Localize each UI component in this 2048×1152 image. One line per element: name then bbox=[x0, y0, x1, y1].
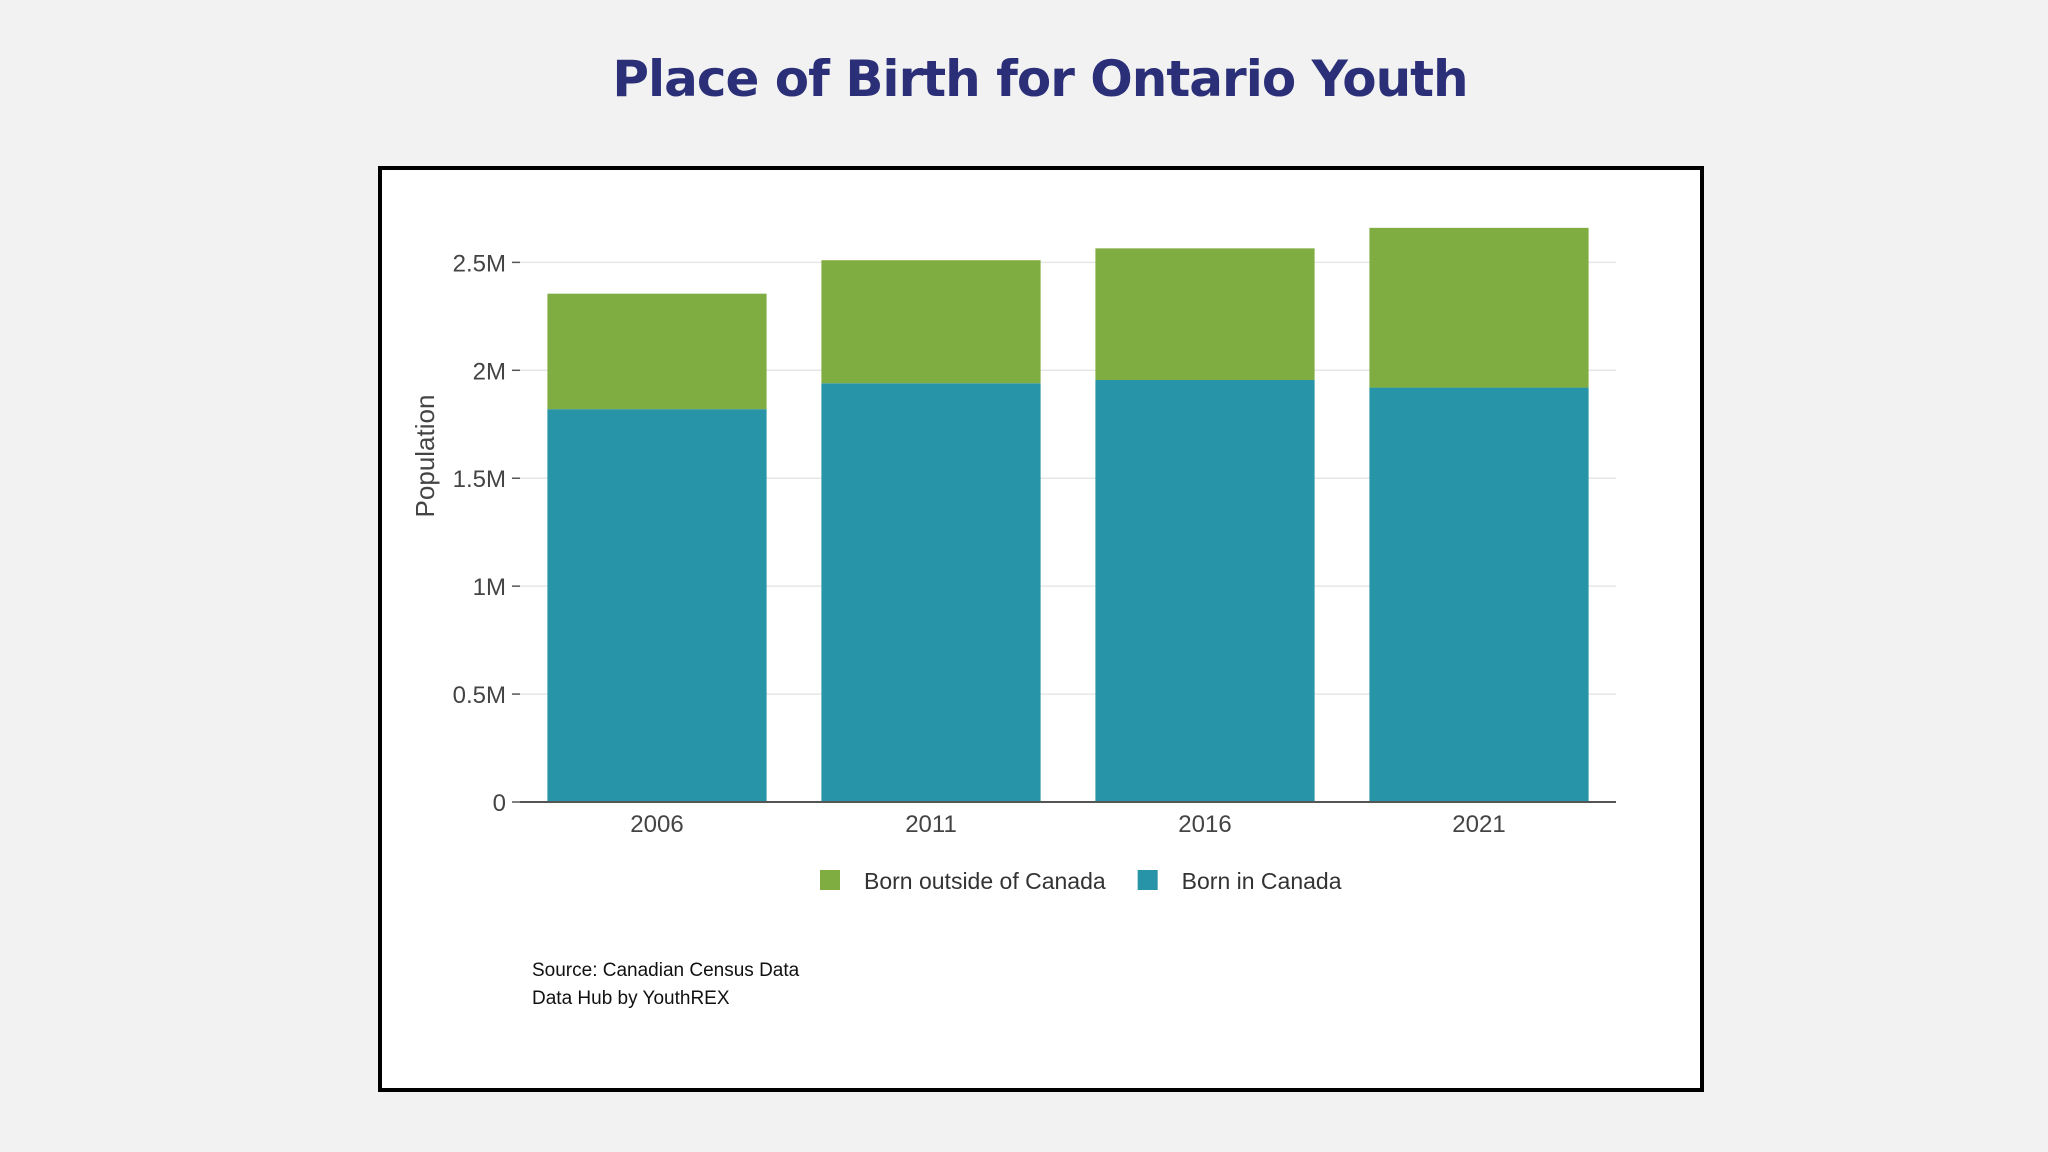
page-title: Place of Birth for Ontario Youth bbox=[612, 50, 1468, 108]
y-tick-label: 0.5M bbox=[453, 682, 506, 709]
y-tick-label: 2M bbox=[473, 358, 506, 385]
bar-born-in-canada-2016 bbox=[1095, 380, 1315, 802]
legend-swatch bbox=[1137, 870, 1158, 890]
x-tick-label: 2021 bbox=[1452, 811, 1505, 838]
y-tick-label: 1M bbox=[473, 574, 506, 601]
y-tick-label: 0 bbox=[493, 790, 506, 817]
x-tick-label: 2016 bbox=[1178, 811, 1231, 838]
bar-born-outside-of-canada-2016 bbox=[1095, 248, 1315, 381]
y-axis-ticks: 0 0.5M 1M 1.5M 2M 2.5M bbox=[453, 250, 520, 817]
bar-born-outside-of-canada-2006 bbox=[547, 293, 767, 410]
legend-label: Born in Canada bbox=[1182, 868, 1342, 894]
legend-label: Born outside of Canada bbox=[864, 868, 1106, 894]
credit-line: Data Hub by YouthREX bbox=[532, 988, 730, 1009]
bar-born-in-canada-2021 bbox=[1369, 387, 1589, 802]
source-line: Source: Canadian Census Data bbox=[532, 960, 800, 981]
bar-born-outside-of-canada-2011 bbox=[821, 260, 1041, 384]
bar-born-in-canada-2011 bbox=[821, 383, 1041, 802]
y-tick-label: 2.5M bbox=[453, 250, 506, 277]
bar-born-in-canada-2006 bbox=[547, 409, 767, 802]
y-tick-label: 1.5M bbox=[453, 466, 506, 493]
bars bbox=[547, 227, 1589, 802]
legend: Born outside of Canada Born in Canada bbox=[820, 868, 1342, 894]
x-tick-label: 2006 bbox=[630, 811, 683, 838]
x-tick-label: 2011 bbox=[905, 811, 957, 838]
chart-panel: 0 0.5M 1M 1.5M 2M 2.5M 2006 2011 2016 2021 Popul… bbox=[378, 166, 1704, 1092]
x-axis-ticks: 2006 2011 2016 2021 bbox=[630, 811, 1505, 838]
y-axis-title: Population bbox=[410, 395, 440, 518]
bar-chart: 0 0.5M 1M 1.5M 2M 2.5M 2006 2011 2016 2021 Popul… bbox=[410, 227, 1616, 894]
legend-swatch bbox=[820, 870, 840, 890]
bar-born-outside-of-canada-2021 bbox=[1369, 227, 1589, 388]
